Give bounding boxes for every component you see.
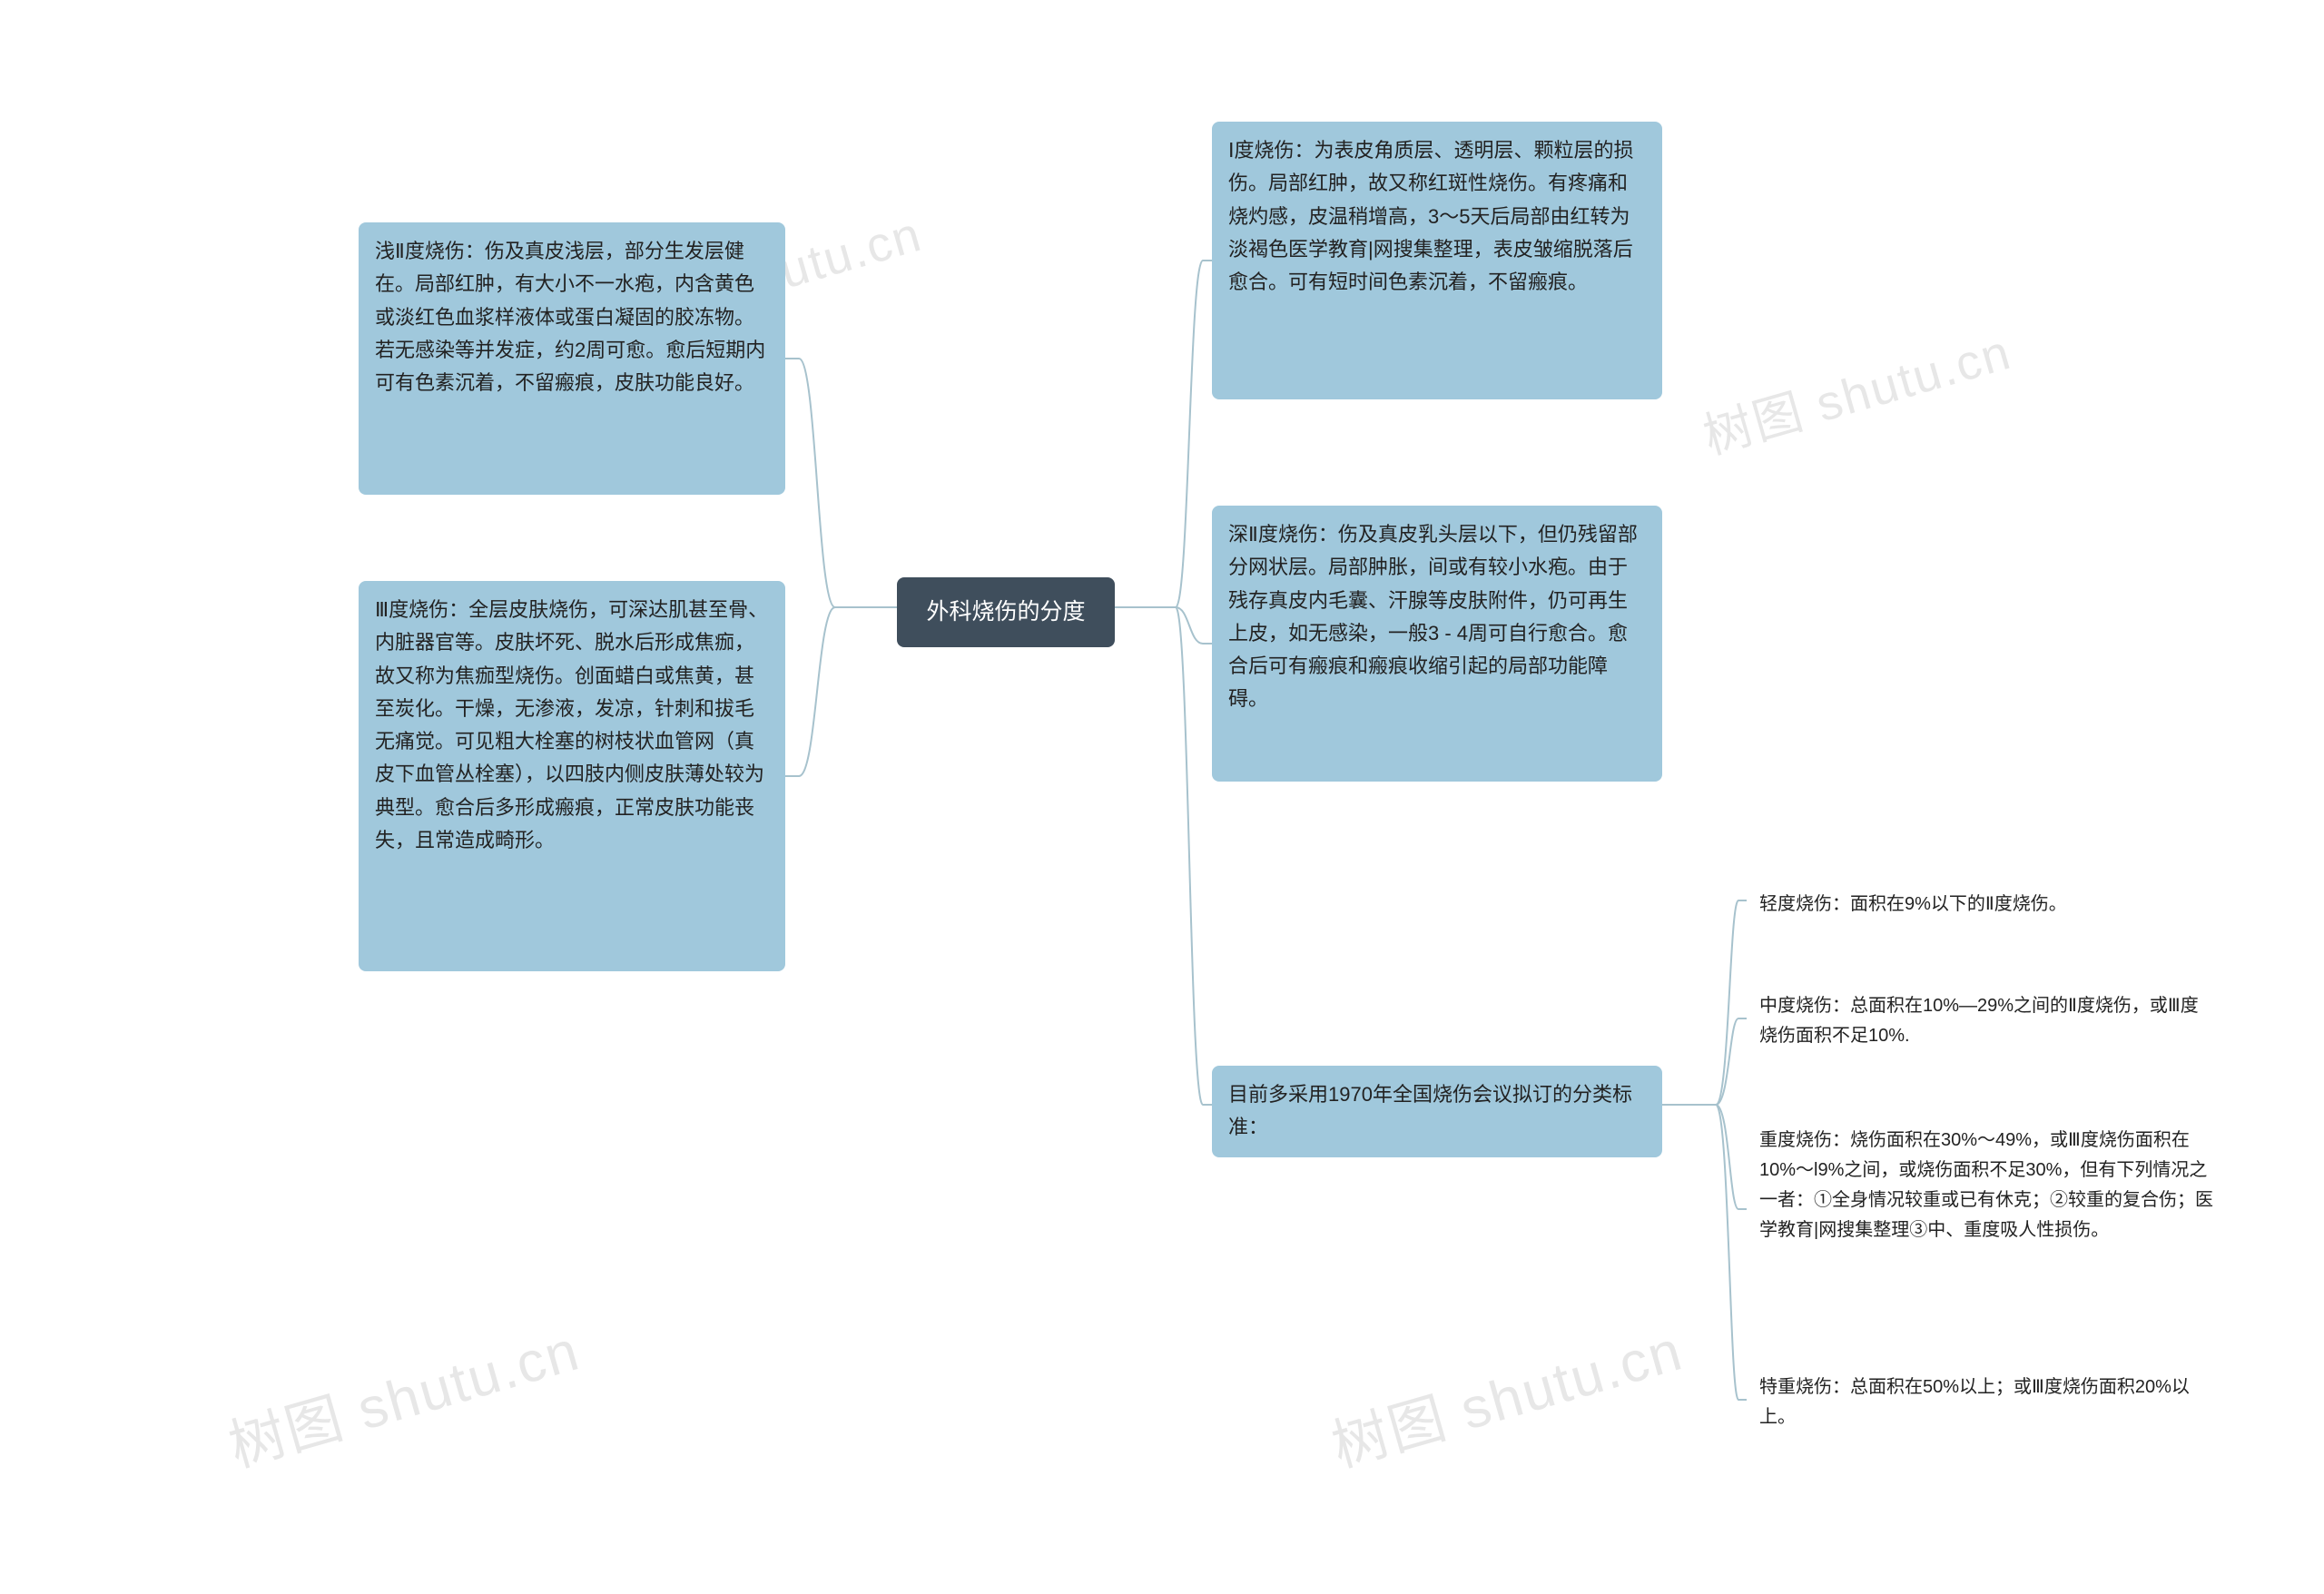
root-node[interactable]: 外科烧伤的分度 — [897, 577, 1115, 647]
node-extreme-burn[interactable]: 特重烧伤：总面积在50%以上；或Ⅲ度烧伤面积20%以上。 — [1747, 1365, 2228, 1440]
watermark: 树图 shutu.cn — [1321, 1304, 1690, 1482]
node-3-degree[interactable]: Ⅲ度烧伤：全层皮肤烧伤，可深达肌甚至骨、内脏器官等。皮肤坏死、脱水后形成焦痂，故… — [359, 581, 785, 971]
connector-lines — [0, 0, 2324, 1594]
node-deep-2-degree[interactable]: 深Ⅱ度烧伤：伤及真皮乳头层以下，但仍残留部分网状层。局部肿胀，间或有较小水疱。由… — [1212, 506, 1662, 782]
node-standard-1970[interactable]: 目前多采用1970年全国烧伤会议拟订的分类标准： — [1212, 1066, 1662, 1157]
mindmap-diagram: 树图 shutu.cn 树图 shutu.cn 树图 shutu.cn 树图 s… — [0, 0, 2324, 1594]
node-severe-burn[interactable]: 重度烧伤：烧伤面积在30%～49%，或Ⅲ度烧伤面积在10%～l9%之间，或烧伤面… — [1747, 1118, 2228, 1300]
node-shallow-2-degree[interactable]: 浅Ⅱ度烧伤：伤及真皮浅层，部分生发层健在。局部红肿，有大小不一水疱，内含黄色或淡… — [359, 222, 785, 495]
node-1-degree[interactable]: Ⅰ度烧伤：为表皮角质层、透明层、颗粒层的损伤。局部红肿，故又称红斑性烧伤。有疼痛… — [1212, 122, 1662, 399]
node-moderate-burn[interactable]: 中度烧伤：总面积在10%—29%之间的Ⅱ度烧伤，或Ⅲ度烧伤面积不足10%. — [1747, 984, 2228, 1058]
node-mild-burn[interactable]: 轻度烧伤：面积在9%以下的Ⅱ度烧伤。 — [1747, 882, 2228, 927]
watermark: 树图 shutu.cn — [218, 1304, 587, 1482]
watermark: 树图 shutu.cn — [1694, 311, 2018, 467]
